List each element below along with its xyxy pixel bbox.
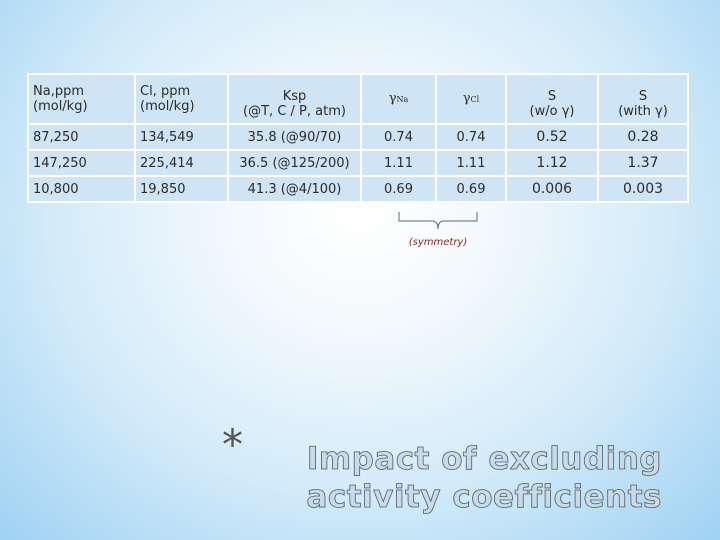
cell-ksp: 36.5 (@125/200): [227, 149, 362, 177]
header-gamma-na: γNa: [360, 73, 437, 125]
data-table: Na,ppm (mol/kg) Cl, ppm (mol/kg) Ksp (@T, C…: [27, 73, 689, 203]
cell-s-without-gamma: 0.52: [505, 123, 599, 151]
cell-s-with-gamma: 1.37: [597, 149, 689, 177]
table-row: 147,250 225,414 36.5 (@125/200) 1.11 1.1…: [27, 149, 689, 177]
header-ksp: Ksp (@T, C / P, atm): [227, 73, 362, 125]
cell-na-ppm: 10,800: [27, 175, 136, 203]
header-s-without-gamma: S (w/o γ): [505, 73, 599, 125]
symmetry-annotation: (symmetry): [408, 237, 468, 248]
cell-ksp: 35.8 (@90/70): [227, 123, 362, 151]
cell-gamma-cl: 1.11: [435, 149, 507, 177]
cell-gamma-na: 0.69: [360, 175, 437, 203]
cell-s-without-gamma: 0.006: [505, 175, 599, 203]
cell-cl-ppm: 19,850: [134, 175, 229, 203]
cell-ksp: 41.3 (@4/100): [227, 175, 362, 203]
header-s-with-gamma: S (with γ): [597, 73, 689, 125]
slide-title: Impact of excluding activity coefficient…: [306, 441, 662, 516]
cell-gamma-cl: 0.69: [435, 175, 507, 203]
cell-gamma-na: 0.74: [360, 123, 437, 151]
header-na-ppm: Na,ppm (mol/kg): [27, 73, 136, 125]
title-bullet: *: [222, 420, 243, 469]
header-cl-ppm: Cl, ppm (mol/kg): [134, 73, 229, 125]
cell-gamma-na: 1.11: [360, 149, 437, 177]
table-row: 87,250 134,549 35.8 (@90/70) 0.74 0.74 0…: [27, 123, 689, 151]
cell-s-with-gamma: 0.003: [597, 175, 689, 203]
cell-gamma-cl: 0.74: [435, 123, 507, 151]
table-row: 10,800 19,850 41.3 (@4/100) 0.69 0.69 0.…: [27, 175, 689, 203]
cell-s-with-gamma: 0.28: [597, 123, 689, 151]
cell-s-without-gamma: 1.12: [505, 149, 599, 177]
symmetry-brace: [398, 212, 478, 230]
cell-na-ppm: 87,250: [27, 123, 136, 151]
cell-cl-ppm: 134,549: [134, 123, 229, 151]
table-header-row: Na,ppm (mol/kg) Cl, ppm (mol/kg) Ksp (@T, C…: [27, 73, 689, 125]
header-gamma-cl: γCl: [435, 73, 507, 125]
cell-cl-ppm: 225,414: [134, 149, 229, 177]
cell-na-ppm: 147,250: [27, 149, 136, 177]
